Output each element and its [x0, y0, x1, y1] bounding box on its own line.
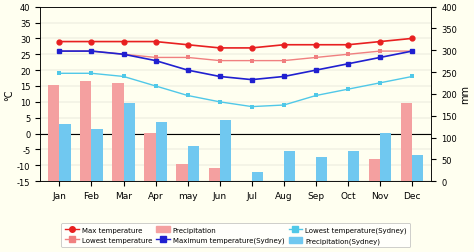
Bar: [369, 160, 380, 181]
Bar: [252, 173, 263, 181]
Bar: [48, 86, 59, 181]
Bar: [380, 134, 392, 181]
Bar: [220, 121, 231, 181]
Bar: [91, 129, 103, 181]
Bar: [209, 168, 220, 181]
Bar: [241, 181, 252, 195]
Bar: [273, 181, 284, 190]
Bar: [80, 81, 91, 181]
Bar: [155, 123, 167, 181]
Bar: [112, 84, 124, 181]
Legend: Max temperature, Lowest temperature, Precipitation, Maximum temperature(Sydney),: Max temperature, Lowest temperature, Pre…: [61, 223, 410, 247]
Bar: [145, 134, 155, 181]
Bar: [188, 147, 199, 181]
Bar: [348, 151, 359, 181]
Bar: [412, 155, 423, 181]
Bar: [401, 103, 412, 181]
Bar: [124, 103, 135, 181]
Bar: [176, 164, 188, 181]
Y-axis label: °C: °C: [4, 89, 14, 100]
Bar: [284, 151, 295, 181]
Y-axis label: mm: mm: [460, 85, 470, 104]
Bar: [316, 158, 327, 181]
Bar: [59, 125, 71, 181]
Bar: [337, 181, 348, 186]
